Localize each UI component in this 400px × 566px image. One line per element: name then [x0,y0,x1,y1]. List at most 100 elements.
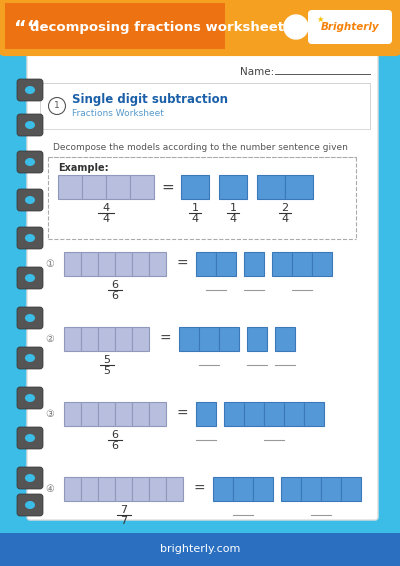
Text: =: = [193,482,205,496]
Ellipse shape [25,314,35,322]
Bar [98,252,115,276]
Bar [115,402,132,426]
Ellipse shape [25,86,35,94]
Bar [64,477,81,501]
Text: Brighterly: Brighterly [321,23,379,32]
Text: brighterly.com: brighterly.com [160,544,240,555]
Bar [219,327,239,351]
Bar [196,402,216,426]
Bar [312,252,332,276]
Text: ④: ④ [46,484,54,494]
Text: 2: 2 [282,203,288,213]
Bar [64,402,81,426]
FancyBboxPatch shape [308,10,392,44]
Text: 6: 6 [112,291,118,301]
Bar [253,477,273,501]
Ellipse shape [25,234,35,242]
Bar [81,327,98,351]
Text: ★: ★ [316,15,324,24]
Bar [257,175,285,199]
Bar [321,477,341,501]
Bar [284,402,304,426]
Text: Single digit subtraction: Single digit subtraction [72,93,228,106]
Text: 4: 4 [102,214,110,224]
Text: Example:: Example: [58,163,109,173]
Bar [341,477,361,501]
FancyBboxPatch shape [17,227,43,249]
Bar [166,477,183,501]
Text: 6: 6 [112,441,118,451]
Ellipse shape [25,501,35,509]
Bar [244,402,264,426]
FancyBboxPatch shape [17,494,43,516]
Circle shape [284,15,308,39]
Bar [106,175,130,199]
Ellipse shape [25,394,35,402]
Ellipse shape [25,354,35,362]
Text: 5: 5 [103,355,110,365]
Bar [130,175,154,199]
Text: Name:: Name: [240,67,274,77]
Bar [0,533,400,566]
Ellipse shape [25,434,35,442]
Bar [181,175,209,199]
Bar [132,402,149,426]
Text: 7: 7 [120,516,127,526]
Bar [81,402,98,426]
Text: 6: 6 [112,280,118,290]
Bar [149,252,166,276]
Bar [281,477,301,501]
Bar [244,252,264,276]
Bar [5,3,225,49]
Bar [64,327,81,351]
Text: ①: ① [46,259,54,269]
Text: decomposing fractions worksheet: decomposing fractions worksheet [30,22,284,35]
Bar [81,252,98,276]
Bar [82,175,106,199]
Bar [115,477,132,501]
Bar [292,252,312,276]
FancyBboxPatch shape [27,52,378,520]
Bar [115,252,132,276]
Bar [179,327,199,351]
Bar [98,402,115,426]
Text: =: = [162,179,174,195]
Ellipse shape [25,474,35,482]
Text: ②: ② [46,334,54,344]
Bar [40,83,370,129]
Bar [304,402,324,426]
Bar [115,327,132,351]
Bar [98,477,115,501]
FancyBboxPatch shape [17,347,43,369]
Bar [98,327,115,351]
Text: 6: 6 [112,430,118,440]
FancyBboxPatch shape [17,267,43,289]
Bar [132,327,149,351]
Ellipse shape [25,121,35,129]
Bar [275,327,295,351]
FancyBboxPatch shape [17,467,43,489]
Bar [216,252,236,276]
Text: 4: 4 [192,214,198,224]
Bar [58,175,82,199]
FancyBboxPatch shape [17,189,43,211]
Text: 4: 4 [102,203,110,213]
Bar [272,252,292,276]
Text: 7: 7 [120,505,127,515]
Bar [199,327,219,351]
Bar [285,175,313,199]
Bar [132,477,149,501]
FancyBboxPatch shape [17,387,43,409]
FancyBboxPatch shape [17,79,43,101]
Text: 1: 1 [230,203,236,213]
Bar [81,477,98,501]
FancyBboxPatch shape [17,307,43,329]
Bar [64,252,81,276]
FancyBboxPatch shape [17,114,43,136]
Text: =: = [176,407,188,421]
Text: Fractions Worksheet: Fractions Worksheet [72,109,164,118]
Text: =: = [159,332,171,346]
Circle shape [48,97,66,114]
Bar [219,175,247,199]
Text: 4: 4 [282,214,288,224]
